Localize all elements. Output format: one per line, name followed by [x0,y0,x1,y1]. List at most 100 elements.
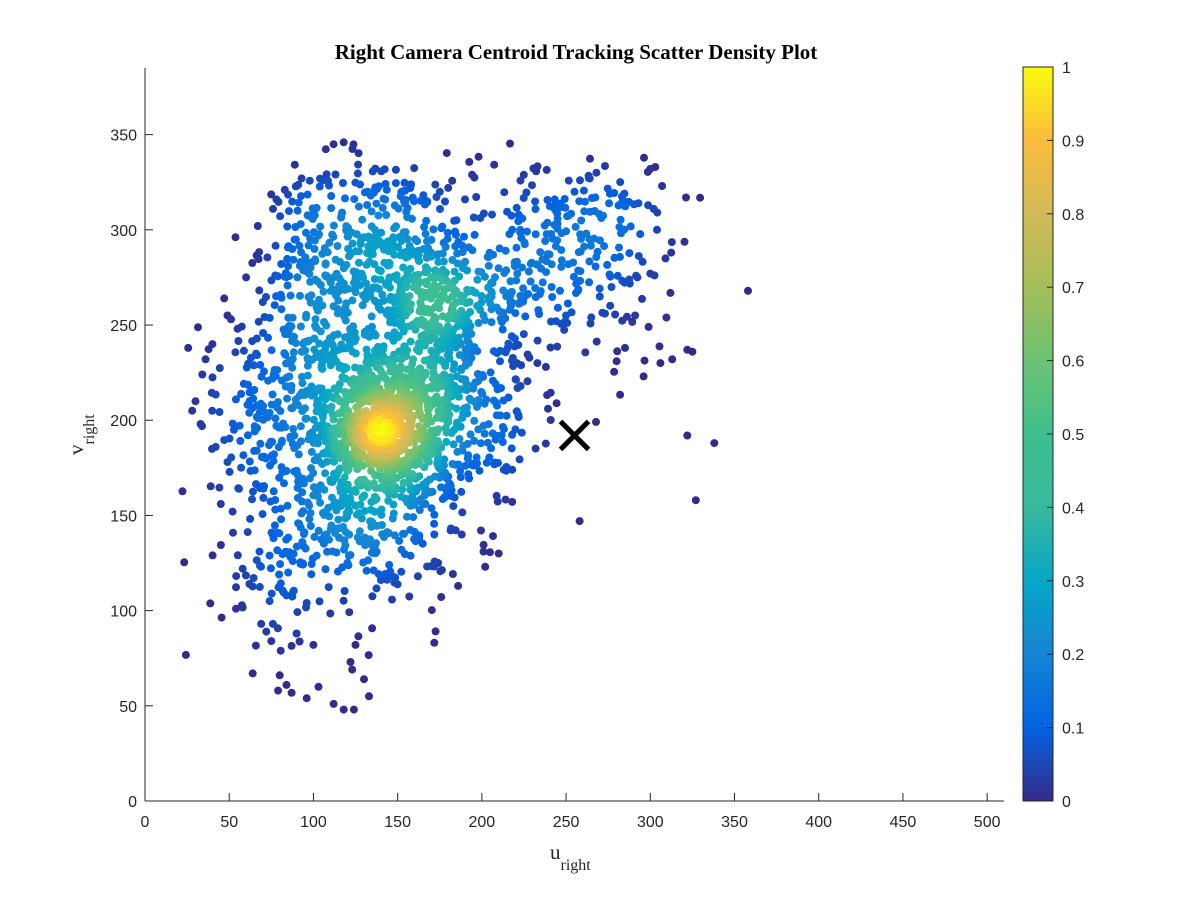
scatter-point [486,548,494,557]
scatter-point [508,497,517,506]
scatter-point [391,165,400,174]
scatter-point [271,496,280,504]
scatter-point [447,524,455,533]
scatter-point [316,222,325,231]
scatter-point [315,339,324,348]
scatter-point [220,294,229,303]
scatter-point [284,262,293,270]
scatter-point [470,230,479,239]
scatter-point [232,604,240,613]
scatter-point [468,459,476,468]
scatter-point [382,211,391,219]
scatter-point [523,227,531,236]
scatter-point [438,312,447,321]
scatter-point [413,572,422,581]
scatter-point [206,599,215,608]
scatter-point [443,228,452,237]
scatter-point [270,450,278,459]
scatter-point [349,705,358,714]
scatter-point [459,441,468,450]
scatter-point [252,334,261,343]
scatter-point [249,574,258,582]
scatter-point [277,515,286,524]
scatter-point [231,395,240,404]
scatter-point [291,339,300,348]
scatter-point [329,415,338,424]
scatter-point [430,530,439,539]
scatter-point [504,339,513,348]
scatter-point [309,469,318,478]
scatter-point [284,568,293,577]
scatter-point [444,183,453,192]
scatter-point [662,313,671,322]
scatter-point [556,286,564,295]
scatter-point [453,447,462,456]
scatter-point [296,322,305,331]
scatter-point [238,564,247,573]
scatter-point [234,337,243,345]
scatter-point [302,599,311,607]
scatter-point [438,495,447,504]
scatter-point [256,439,265,448]
scatter-point [541,439,550,448]
scatter-point [343,558,352,567]
scatter-point [585,174,594,183]
scatter-point [427,294,436,303]
scatter-point [386,567,395,576]
scatter-point [463,266,472,275]
scatter-point [441,197,449,206]
scatter-point [230,425,238,434]
scatter-point [432,193,441,201]
scatter-point [546,416,555,424]
scatter-point [321,349,330,358]
scatter-point [288,313,297,322]
scatter-point [358,366,367,375]
colorbar-tick-label: 1 [1062,60,1071,77]
scatter-point [494,264,503,273]
scatter-point [410,164,419,173]
scatter-point [339,705,348,714]
scatter-point [232,583,240,592]
scatter-point [321,565,330,574]
scatter-point [451,242,460,251]
scatter-point [626,222,635,231]
scatter-point [367,312,376,321]
scatter-point [287,381,296,390]
scatter-point [293,401,302,410]
scatter-point [484,283,493,292]
scatter-point [514,298,523,307]
scatter-point [262,293,270,301]
scatter-point [369,566,378,575]
scatter-point [287,688,296,697]
scatter-point [281,350,290,359]
scatter-point [245,457,254,466]
x-tick-label: 350 [721,814,748,831]
scatter-point [201,355,210,364]
scatter-point [329,221,338,230]
scatter-point [311,315,320,324]
scatter-point [577,216,586,225]
scatter-point [325,512,334,521]
scatter-point [354,202,363,211]
scatter-point [369,479,378,488]
x-axis-label: uright [550,840,591,874]
scatter-point [517,428,526,437]
scatter-point [290,160,299,169]
scatter-point [348,665,357,674]
scatter-point [472,193,481,201]
scatter-point [560,317,569,326]
scatter-point [438,276,447,285]
colorbar-tick-label: 0.3 [1062,574,1084,591]
scatter-point [283,501,292,510]
scatter-point [495,244,504,253]
scatter-point [519,170,528,179]
scatter-point [281,423,290,431]
scatter-point [237,601,246,610]
scatter-point [315,230,323,239]
scatter-point [391,179,400,188]
scatter-point [360,188,369,197]
scatter-point [263,253,272,262]
scatter-point [273,366,282,375]
scatter-point [580,242,589,251]
scatter-point [248,259,257,267]
